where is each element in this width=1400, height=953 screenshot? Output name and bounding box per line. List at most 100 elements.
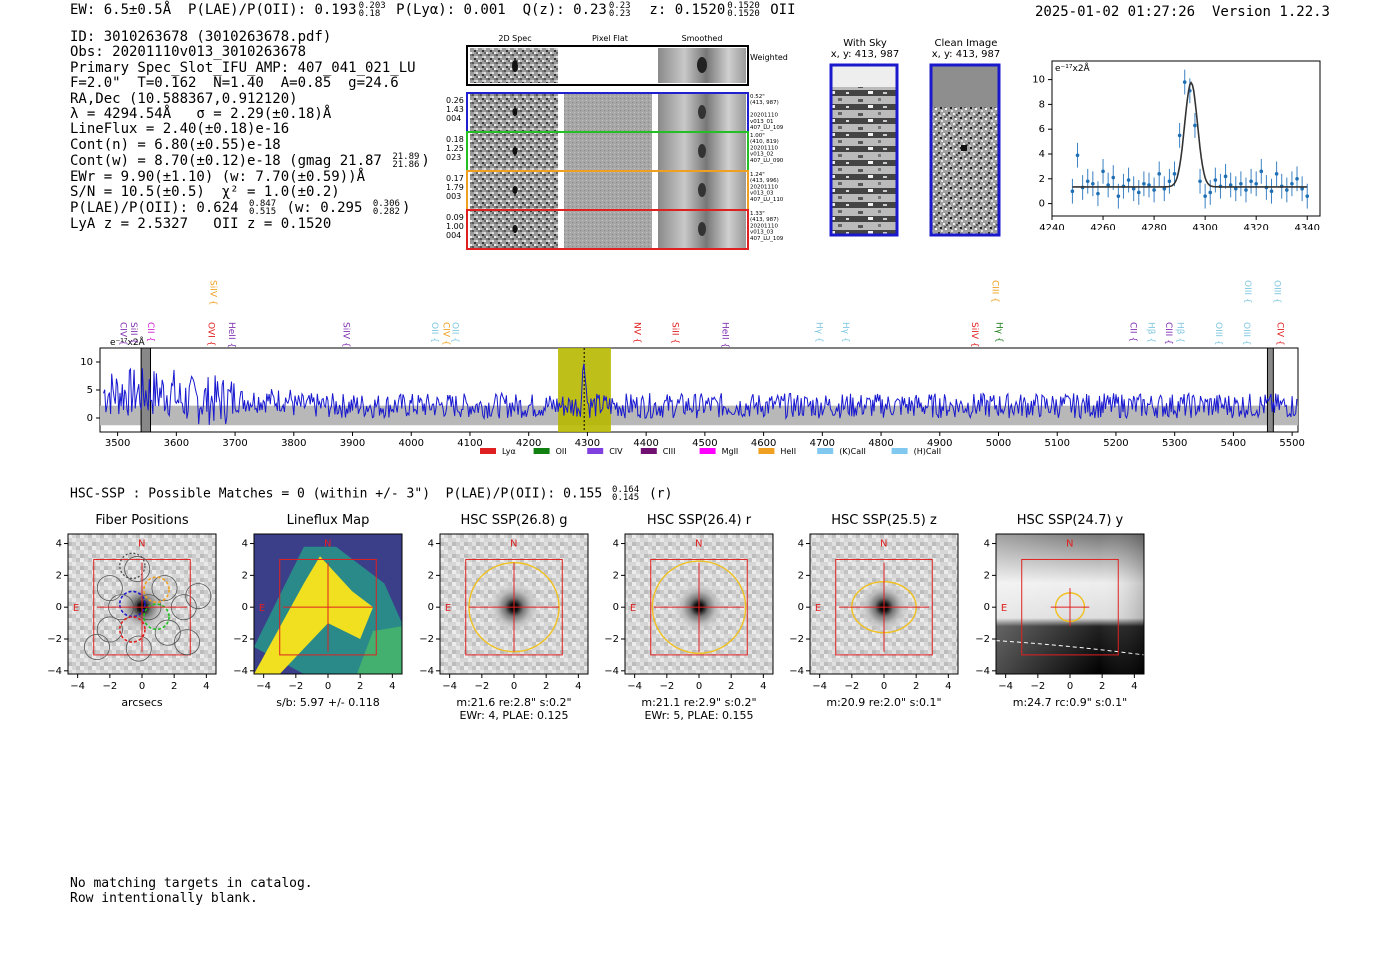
hsc-panel-5: N E −4 −4 −2 −2 0 0 2 2 4 4 bbox=[975, 533, 1145, 692]
hsc-xtick-label: 0 bbox=[696, 681, 702, 692]
spec-legend-swatch bbox=[533, 448, 550, 454]
row-right-label: 407_LU_090 bbox=[750, 158, 784, 164]
hsc-panels: N E −4 −4 −2 −2 0 0 2 2 4 4 N E −4 −4 −2 −2 0 0 2 2 4 4 N E −4 −4 −2… bbox=[47, 533, 1145, 692]
hsc-ytick-label: −4 bbox=[233, 666, 248, 677]
aperture-box bbox=[835, 558, 933, 656]
spec-line-label: OIII { bbox=[1272, 280, 1282, 304]
spec-legend-swatch bbox=[480, 448, 496, 454]
spec-legend-label: (H)CaII bbox=[914, 447, 941, 456]
fit-point bbox=[1101, 169, 1105, 174]
row-right-label: 20201110 bbox=[750, 113, 778, 119]
fit-point bbox=[1162, 186, 1167, 191]
spec-xtick-label: 5200 bbox=[1103, 438, 1128, 449]
weighted-sum-label: Weighted Sum bbox=[750, 53, 790, 62]
row-frame bbox=[466, 209, 749, 250]
fit-point bbox=[1244, 188, 1248, 192]
lineflux-low bbox=[356, 626, 402, 674]
row-smoothed-source bbox=[698, 144, 706, 158]
hsc-ytick-label: −4 bbox=[975, 666, 990, 677]
hsc-ytick-label: −4 bbox=[789, 666, 804, 677]
row-right-label: 0.52" bbox=[750, 94, 765, 100]
col-title-smoothed: Smoothed bbox=[682, 34, 723, 43]
fit-point bbox=[1305, 194, 1310, 198]
hsc-panel-4: N E −4 −4 −2 −2 0 0 2 2 4 4 bbox=[789, 533, 959, 692]
fit-point bbox=[1203, 194, 1207, 198]
spec-line-label: SiII { bbox=[128, 322, 138, 344]
spec-line-label: Hγ { bbox=[840, 322, 850, 343]
row-pixelflat bbox=[564, 172, 652, 209]
spec-xtick-label: 4800 bbox=[868, 438, 893, 449]
spec-line-label: SiIV { bbox=[207, 280, 217, 306]
fit-point bbox=[1172, 172, 1177, 176]
version: Version 1.22.3 bbox=[1211, 4, 1330, 20]
north-label: N bbox=[880, 539, 887, 550]
north-label: N bbox=[695, 539, 702, 550]
fit-point bbox=[1126, 178, 1131, 182]
hsc-ytick-label: 2 bbox=[428, 570, 434, 581]
fit-xtick-label: 4300 bbox=[1192, 223, 1217, 230]
fit-point bbox=[1182, 80, 1187, 84]
spec-xtick-label: 3500 bbox=[105, 438, 130, 449]
row-gap bbox=[558, 211, 564, 248]
fit-point bbox=[1096, 191, 1100, 196]
row-source bbox=[512, 108, 518, 116]
hsc-xtick-label: −4 bbox=[812, 681, 827, 692]
spec-ytick-label: 5 bbox=[87, 385, 93, 396]
hsc-panel-caption1: m:21.1 re:2.9" s:0.2" bbox=[641, 696, 757, 709]
info-ewr: EWr = 9.90(±1.10) (w: 7.70(±0.59))Å bbox=[70, 168, 366, 185]
hsc-xtick-label: 0 bbox=[325, 681, 331, 692]
aperture-box bbox=[93, 558, 191, 656]
spec-line-label: OIII { bbox=[1242, 280, 1252, 304]
east-label: E bbox=[815, 603, 821, 614]
hsc-xtick-label: 4 bbox=[1131, 681, 1137, 692]
info-lineflux: LineFlux = 2.40(±0.18)e-16 bbox=[70, 121, 290, 138]
hsc-xtick-label: −2 bbox=[102, 681, 117, 692]
info-id: ID: 3010263678 (3010263678.pdf) bbox=[70, 29, 332, 45]
row-right-label: 20201110 bbox=[750, 145, 778, 151]
hsc-panel-caption1: m:24.7 rc:0.9" s:0.1" bbox=[1012, 696, 1128, 709]
spec-xtick-label: 5500 bbox=[1279, 438, 1304, 449]
row-smoothed-source bbox=[698, 183, 706, 197]
fit-ytick-label: 8 bbox=[1039, 99, 1045, 110]
with-sky-top bbox=[831, 65, 897, 87]
fit-point bbox=[1142, 181, 1146, 186]
row-left-label: 0.17 bbox=[446, 174, 464, 183]
hsc-summary-hi: 0.164 bbox=[612, 485, 640, 495]
info-contw: Cont(w) = 8.70(±0.12)e-18 (gmag 21.87 bbox=[70, 153, 382, 170]
spec-line-label: Hγ { bbox=[994, 322, 1004, 343]
east-label: E bbox=[630, 603, 636, 614]
fit-point bbox=[1254, 181, 1258, 186]
row-left-label: 0.26 bbox=[446, 96, 464, 105]
header-z-hi: 0.1520 bbox=[727, 1, 760, 11]
hsc-xtick-label: −4 bbox=[256, 681, 271, 692]
spec-line-label: NV { bbox=[631, 322, 641, 343]
spec-legend-swatch bbox=[640, 448, 657, 454]
header-qz: Q(z): 0.23 bbox=[522, 2, 607, 18]
spec-line-label: OVI { bbox=[206, 322, 216, 346]
info-contn: Cont(n) = 6.80(±0.55)e-18 bbox=[70, 136, 281, 153]
row-right-label: v013_02 bbox=[750, 152, 774, 158]
with-sky-title: With Sky bbox=[843, 38, 887, 49]
info-contw-lo: 21.86 bbox=[392, 160, 420, 171]
spec-line-label: SiIV { bbox=[969, 322, 979, 348]
fit-point bbox=[1116, 194, 1121, 198]
clean-image-top bbox=[931, 65, 999, 107]
hsc-xtick-label: 4 bbox=[575, 681, 581, 692]
spec-xtick-label: 4100 bbox=[457, 438, 482, 449]
fit-point bbox=[1259, 169, 1264, 174]
fit-ytick-label: 0 bbox=[1039, 199, 1045, 210]
row-pixelflat bbox=[564, 133, 652, 170]
spec-xtick-label: 4400 bbox=[633, 438, 658, 449]
header-qz-hi: 0.23 bbox=[608, 1, 631, 11]
spec-line-label: CII { bbox=[1128, 322, 1138, 342]
sky-images bbox=[829, 63, 1001, 237]
hsc-ytick-label: 0 bbox=[798, 602, 804, 613]
info-radec: RA,Dec (10.588367,0.912120) bbox=[70, 90, 298, 107]
col-title-pixelflat: Pixel Flat bbox=[592, 34, 628, 43]
fit-point bbox=[1152, 188, 1156, 192]
hsc-ytick-label: −4 bbox=[604, 666, 619, 677]
row-right-label: v013_01 bbox=[750, 119, 774, 125]
fit-point bbox=[1075, 153, 1080, 158]
hsc-summary-band: (r) bbox=[648, 486, 673, 502]
info-primary: Primary Spec_Slot_IFU_AMP: 407_041_021_L… bbox=[70, 59, 416, 76]
